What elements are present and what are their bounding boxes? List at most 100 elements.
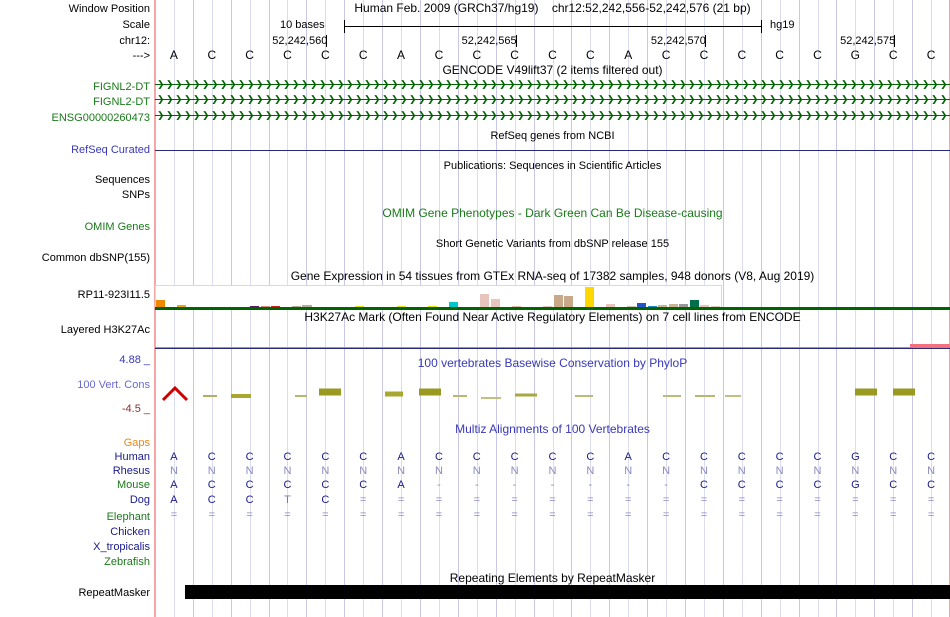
gtex-tissue-bar[interactable] <box>584 287 595 309</box>
multiz-base: - <box>512 479 517 491</box>
gtex-tissue-bar[interactable] <box>668 303 678 309</box>
label-layered-h3k27ac[interactable]: Layered H3K27Ac <box>60 324 150 336</box>
refseq-curated-line[interactable] <box>155 150 950 151</box>
label-species-x-tropicalis[interactable]: X_tropicalis <box>93 541 150 553</box>
multiz-base: - <box>664 479 668 491</box>
multiz-base: = <box>852 509 859 521</box>
label-species-rhesus[interactable]: Rhesus <box>112 465 150 477</box>
strand-arrow-icon: ❯ <box>895 111 903 120</box>
ruler-tick-mark <box>515 35 517 47</box>
gtex-tissue-bar[interactable] <box>176 304 186 309</box>
label-gaps[interactable]: Gaps <box>123 437 150 449</box>
gtex-tissue-bar[interactable] <box>564 296 574 309</box>
strand-arrow-icon: ❯ <box>751 80 759 89</box>
label-repeatmasker[interactable]: RepeatMasker <box>78 587 150 599</box>
label-gencode-1[interactable]: FIGNL2-DT <box>93 81 150 93</box>
multiz-base: = <box>322 509 329 521</box>
label-omim-genes[interactable]: OMIM Genes <box>84 221 150 233</box>
label-sequences[interactable]: Sequences <box>94 174 150 186</box>
label-species-zebrafish[interactable]: Zebrafish <box>104 556 150 568</box>
gencode-transcript-row-3[interactable]: ❯ ❯ ❯ ❯ ❯ ❯ ❯ ❯ ❯ ❯ ❯ ❯ ❯ ❯ ❯ ❯ ❯ ❯ ❯ ❯ ❯ ❯ ❯ ❯ ❯ ❯ ❯ ❯ ❯ ❯ ❯ ❯ ❯ ❯ ❯ ❯ ❯ ❯ ❯ ❯… <box>155 111 950 120</box>
sequence-base: C <box>737 48 747 62</box>
gtex-tissue-bar[interactable] <box>302 304 312 309</box>
strand-arrow-icon: ❯ <box>472 111 480 120</box>
position-text: chr12:52,242,556-52,242,576 (21 bp) <box>551 1 751 15</box>
label-refseq-curated[interactable]: RefSeq Curated <box>71 144 150 156</box>
strand-arrow-icon: ❯ <box>571 111 579 120</box>
strand-arrow-icon: ❯ <box>823 111 831 120</box>
multiz-base: G <box>851 451 860 463</box>
gencode-track-title[interactable]: GENCODE V49lift37 (2 items filtered out) <box>442 63 663 77</box>
gtex-tissue-bar[interactable] <box>700 304 710 309</box>
gtex-tissue-bar[interactable] <box>480 294 490 309</box>
strand-arrow-icon: ❯ <box>922 95 930 104</box>
label-gencode-3[interactable]: ENSG00000260473 <box>51 112 150 124</box>
gencode-transcript-row-1[interactable]: ❯ ❯ ❯ ❯ ❯ ❯ ❯ ❯ ❯ ❯ ❯ ❯ ❯ ❯ ❯ ❯ ❯ ❯ ❯ ❯ ❯ ❯ ❯ ❯ ❯ ❯ ❯ ❯ ❯ ❯ ❯ ❯ ❯ ❯ ❯ ❯ ❯ ❯ ❯ ❯… <box>155 80 950 89</box>
publications-track-title[interactable]: Publications: Sequences in Scientific Ar… <box>443 160 662 172</box>
strand-arrow-icon: ❯ <box>481 95 489 104</box>
strand-arrow-icon: ❯ <box>517 80 525 89</box>
gtex-tissue-bar[interactable] <box>658 304 668 309</box>
multiz-base: C <box>321 494 330 506</box>
gtex-tissue-bar[interactable] <box>689 299 699 309</box>
multiz-base: = <box>170 509 178 521</box>
strand-arrow-icon: ❯ <box>805 111 813 120</box>
gtex-tissue-bar[interactable] <box>448 301 459 309</box>
gencode-transcript-row-2[interactable]: ❯ ❯ ❯ ❯ ❯ ❯ ❯ ❯ ❯ ❯ ❯ ❯ ❯ ❯ ❯ ❯ ❯ ❯ ❯ ❯ ❯ ❯ ❯ ❯ ❯ ❯ ❯ ❯ ❯ ❯ ❯ ❯ ❯ ❯ ❯ ❯ ❯ ❯ ❯ ❯… <box>155 95 950 104</box>
sequence-base: C <box>510 48 519 62</box>
strand-arrow-icon: ❯ <box>832 111 840 120</box>
label-gtex[interactable]: RP11-923I11.5 <box>77 289 150 301</box>
multiz-base: C <box>434 451 443 463</box>
multiz-base: A <box>170 479 178 491</box>
genome-browser-data-area[interactable]: Human Feb. 2009 (GRCh37/hg19) chr12:52,2… <box>154 0 950 617</box>
strand-arrow-icon: ❯ <box>328 80 336 89</box>
strand-arrow-icon: ❯ <box>166 80 174 89</box>
gtex-track-title[interactable]: Gene Expression in 54 tissues from GTEx … <box>290 269 815 283</box>
label-100-vert-cons[interactable]: 100 Vert. Cons <box>77 379 150 391</box>
label-gencode-2[interactable]: FIGNL2-DT <box>93 96 150 108</box>
strand-arrow-icon: ❯ <box>643 111 651 120</box>
label-species-dog[interactable]: Dog <box>129 494 150 506</box>
sequence-base: C <box>472 48 482 62</box>
strand-arrow-icon: ❯ <box>841 111 849 120</box>
multiz-base: = <box>624 509 632 521</box>
label-species-mouse[interactable]: Mouse <box>116 479 150 491</box>
strand-arrow-icon: ❯ <box>877 80 885 89</box>
assembly-short: hg19 <box>770 19 795 31</box>
label-species-elephant[interactable]: Elephant <box>106 511 150 523</box>
refseq-track-title[interactable]: RefSeq genes from NCBI <box>490 130 615 142</box>
strand-arrow-icon: ❯ <box>733 95 741 104</box>
label-species-human[interactable]: Human <box>114 451 150 463</box>
label-common-dbsnp[interactable]: Common dbSNP(155) <box>41 252 150 264</box>
strand-arrow-icon: ❯ <box>364 95 372 104</box>
strand-arrow-icon: ❯ <box>445 80 453 89</box>
sequence-base: C <box>813 48 822 62</box>
gtex-tissue-bar[interactable] <box>679 303 689 309</box>
phylop-conservation-plot[interactable] <box>155 370 950 420</box>
strand-arrow-icon: ❯ <box>265 80 273 89</box>
multiz-track-title[interactable]: Multiz Alignments of 100 Vertebrates <box>455 422 650 436</box>
multiz-base: = <box>889 494 897 506</box>
strand-arrow-icon: ❯ <box>697 111 705 120</box>
gtex-tissue-bar[interactable] <box>637 302 647 309</box>
multiz-base: C <box>889 479 898 491</box>
strand-arrow-icon: ❯ <box>760 111 768 120</box>
gtex-tissue-bar[interactable] <box>490 298 500 309</box>
omim-track-title[interactable]: OMIM Gene Phenotypes - Dark Green Can Be… <box>382 206 723 220</box>
gtex-tissue-bar[interactable] <box>605 303 615 309</box>
label-snps[interactable]: SNPs <box>121 189 150 201</box>
h3k27ac-signal-left[interactable] <box>155 347 950 348</box>
gtex-barchart[interactable] <box>155 285 722 309</box>
gtex-baseline <box>155 307 950 310</box>
repeatmasker-track-title[interactable]: Repeating Elements by RepeatMasker <box>449 571 656 585</box>
conservation-track-title[interactable]: 100 vertebrates Basewise Conservation by… <box>417 356 688 370</box>
multiz-base: = <box>397 494 405 506</box>
repeatmasker-element[interactable] <box>185 585 950 599</box>
strand-arrow-icon: ❯ <box>904 80 912 89</box>
gtex-tissue-bar[interactable] <box>553 295 563 309</box>
h3k27ac-signal-right[interactable] <box>910 344 950 348</box>
gtex-tissue-bar[interactable] <box>156 299 166 309</box>
label-species-chicken[interactable]: Chicken <box>110 526 150 538</box>
h3k27ac-track-title[interactable]: H3K27Ac Mark (Often Found Near Active Re… <box>304 310 801 324</box>
dbsnp-track-title[interactable]: Short Genetic Variants from dbSNP releas… <box>435 238 670 250</box>
